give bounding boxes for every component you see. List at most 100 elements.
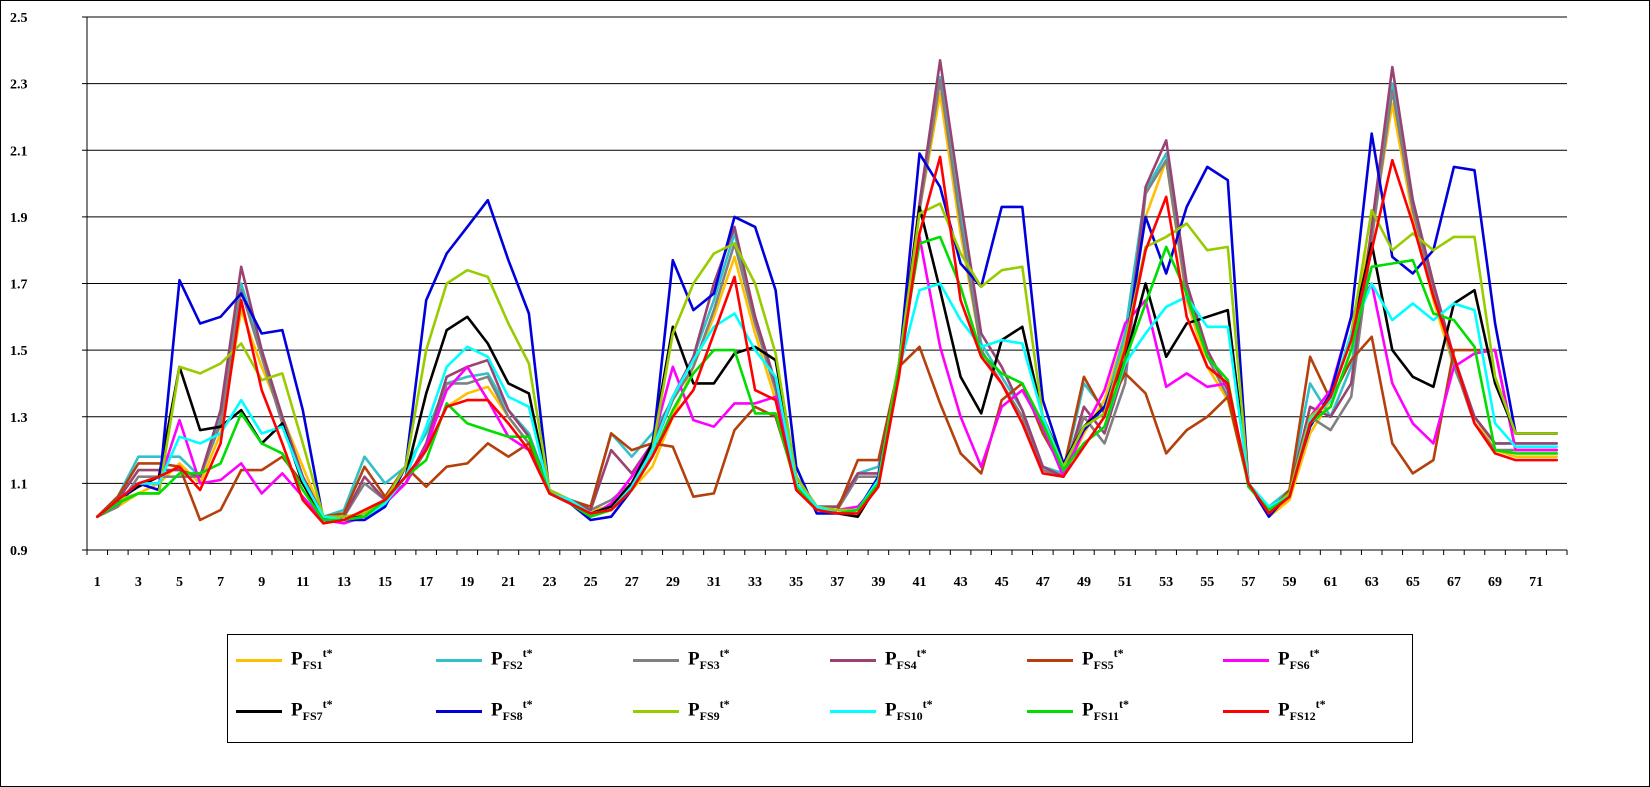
legend-swatch [436,709,482,713]
x-tick-label: 49 [1077,575,1091,590]
legend-label-superscript: t* [1309,646,1320,661]
x-tick-label: 3 [135,575,142,590]
legend-swatch [633,658,679,662]
y-tick-label: 1.9 [10,211,28,226]
legend-label: PFS5t* [1082,646,1124,673]
legend-label-base: P [291,699,303,721]
legend-label: PFS11t* [1082,697,1129,724]
legend-item-fs1: PFS1t* [236,646,333,673]
x-tick-label: 17 [419,575,433,590]
legend-label: PFS12t* [1278,697,1326,724]
x-tick-label: 69 [1488,575,1502,590]
legend-label-superscript: t* [322,646,333,661]
legend-label: PFS8t* [491,697,533,724]
x-tick-label: 15 [378,575,392,590]
legend-label-subscript: FS6 [1289,658,1310,673]
y-tick-label: 1.5 [10,344,28,359]
legend-swatch [436,658,482,662]
x-tick-label: 35 [789,575,803,590]
legend-swatch [236,658,282,662]
legend-label-superscript: t* [1118,697,1129,712]
legend-label-superscript: t* [719,646,730,661]
legend-label: PFS10t* [885,697,933,724]
legend-label-base: P [291,648,303,670]
x-tick-label: 9 [258,575,265,590]
legend-swatch [1027,709,1073,713]
legend-label-subscript: FS7 [302,709,323,724]
series-lines [96,58,1558,525]
legend-label-superscript: t* [916,646,927,661]
legend-label-subscript: FS4 [896,658,917,673]
legend-item-fs7: PFS7t* [236,697,333,724]
legend-label-base: P [1278,699,1290,721]
legend-label-base: P [1082,699,1094,721]
legend-label-subscript: FS8 [502,709,523,724]
legend-label-base: P [688,648,700,670]
legend-label-subscript: FS5 [1093,658,1114,673]
x-tick-label: 27 [625,575,639,590]
x-tick-label: 31 [707,575,721,590]
x-tick-label: 63 [1365,575,1379,590]
y-tick-label: 0.9 [10,544,28,559]
legend-label-base: P [491,648,503,670]
legend-swatch [830,658,876,662]
legend-item-fs8: PFS8t* [436,697,533,724]
x-tick-label: 45 [995,575,1009,590]
legend-label-base: P [688,699,700,721]
x-tick-label: 33 [748,575,762,590]
legend-swatch [633,709,679,713]
legend-label: PFS7t* [291,697,333,724]
legend-swatch [830,709,876,713]
x-tick-label: 11 [296,575,309,590]
legend-label-base: P [491,699,503,721]
legend-label-base: P [1082,648,1094,670]
x-tick-label: 67 [1447,575,1461,590]
x-tick-label: 65 [1406,575,1420,590]
legend-label-subscript: FS10 [896,709,923,724]
legend-swatch [1223,709,1269,713]
legend-label-subscript: FS3 [699,658,720,673]
x-tick-label: 51 [1118,575,1132,590]
series-line-fs1 [96,92,1558,522]
legend-label-subscript: FS2 [502,658,523,673]
series-line-fs3 [96,79,1558,519]
x-tick-label: 23 [543,575,557,590]
y-tick-label: 1.1 [10,477,28,492]
legend-label-subscript: FS1 [302,658,323,673]
legend-item-fs10: PFS10t* [830,697,933,724]
legend-label-superscript: t* [1113,646,1124,661]
x-tick-label: 55 [1200,575,1214,590]
x-tick-label: 53 [1159,575,1173,590]
x-axis-ticks: 1 3 5 7 9 11 13 15 17 19 21 23 25 27 29 31 33 35 37 39 41 43 4… [86,550,1568,590]
series-line-fs2 [96,75,1558,519]
x-tick-label: 41 [913,575,927,590]
x-tick-label: 13 [337,575,351,590]
x-tick-label: 61 [1324,575,1338,590]
legend-item-fs4: PFS4t* [830,646,927,673]
legend-swatch [1223,658,1269,662]
x-tick-label: 5 [176,575,183,590]
legend: PFS1t* PFS2t* PFS3t* PFS4t* PFS5t* PFS6t* PFS7… [227,634,1413,743]
series-line-fs4 [96,58,1558,519]
legend-label-subscript: FS11 [1093,709,1119,724]
series-line-fs8 [96,132,1558,522]
legend-label-base: P [1278,648,1290,670]
y-axis-ticks: 0.9 1.1 1.3 1.5 1.7 1.9 2.1 2.3 2.5 [10,11,87,559]
x-tick-label: 1 [94,575,101,590]
y-tick-label: 2.1 [10,144,28,159]
x-tick-label: 25 [584,575,598,590]
x-tick-label: 37 [830,575,844,590]
y-tick-label: 1.7 [10,278,28,293]
legend-label: PFS2t* [491,646,533,673]
legend-item-fs12: PFS12t* [1223,697,1326,724]
x-tick-label: 59 [1283,575,1297,590]
legend-label-superscript: t* [522,697,533,712]
legend-item-fs6: PFS6t* [1223,646,1320,673]
x-tick-label: 39 [871,575,885,590]
legend-label-base: P [885,648,897,670]
legend-label: PFS1t* [291,646,333,673]
x-tick-label: 57 [1241,575,1255,590]
legend-item-fs11: PFS11t* [1027,697,1129,724]
x-tick-label: 47 [1036,575,1050,590]
